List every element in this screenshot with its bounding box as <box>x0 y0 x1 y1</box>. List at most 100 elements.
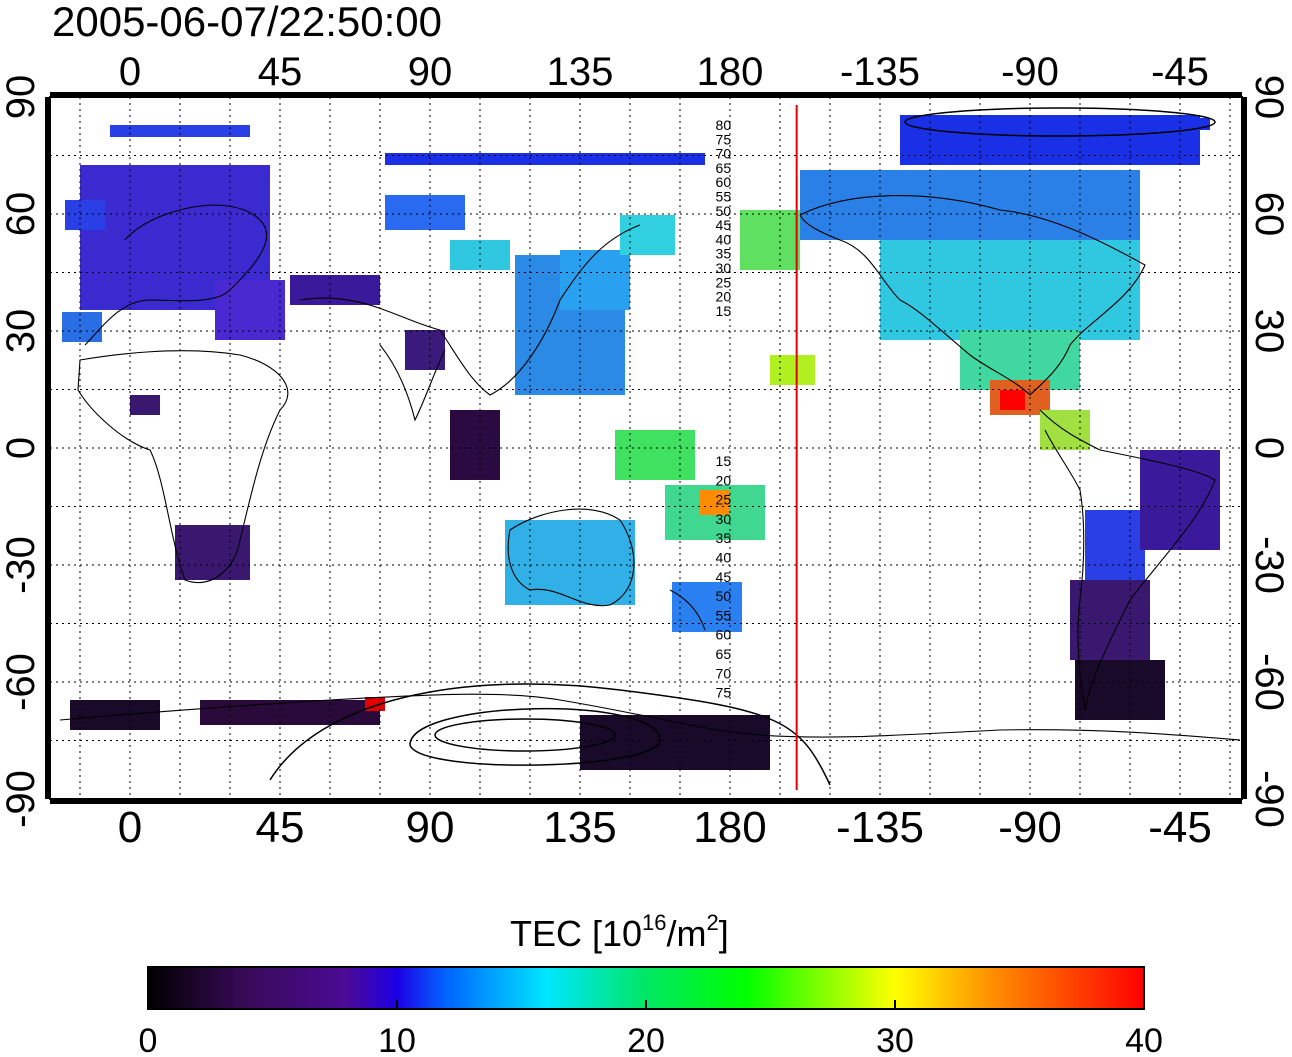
lon-tick-label-top: -135 <box>840 50 920 94</box>
tec-region-indonesia <box>450 410 500 480</box>
contour-label-north: 35 <box>716 246 732 262</box>
map-frame-top-band <box>50 92 1242 97</box>
colorbar-title-prefix: TEC [10 <box>510 913 642 954</box>
tec-data-cells <box>62 115 1220 770</box>
tec-region-siberia <box>385 195 465 230</box>
lat-tick-label-right: -60 <box>1247 653 1291 711</box>
colorbar-title-exponent: 16 <box>642 910 666 935</box>
colorbar-tick-label: 0 <box>139 1022 158 1057</box>
coast-europe <box>84 204 268 346</box>
tec-map: 8075706560555045403530252015152025303540… <box>45 92 1247 804</box>
colorbar-tick-label: 40 <box>1125 1022 1163 1057</box>
lat-tick-label-right: 30 <box>1247 309 1291 354</box>
contour-label-north: 75 <box>716 131 732 147</box>
contour-label-south: 15 <box>716 453 732 469</box>
contour-south-75 <box>269 683 831 786</box>
lon-tick-label-bottom: -45 <box>1148 803 1212 852</box>
tec-region-antarctica-2 <box>200 700 380 725</box>
colorbar-title-unit: /m <box>667 913 707 954</box>
tec-region-hawaii <box>770 355 815 385</box>
lat-tick-label-left: -60 <box>0 653 43 711</box>
tec-region-patagonia <box>1075 660 1165 720</box>
tec-region-antarctica-east <box>580 715 770 770</box>
lon-tick-label-bottom: 135 <box>543 803 616 852</box>
lon-tick-label-top: -90 <box>1001 50 1059 94</box>
lat-tick-label-left: 90 <box>0 75 43 120</box>
lat-tick-label-right: -30 <box>1247 536 1291 594</box>
tec-region-turkey <box>215 280 285 340</box>
coast-south-america <box>1039 409 1216 711</box>
tec-region-canada <box>800 170 1140 240</box>
tec-strip-arctic-1 <box>110 125 250 137</box>
map-grid <box>50 97 1242 799</box>
tec-strip-arctic-2 <box>385 153 705 165</box>
contour-label-north: 50 <box>716 203 732 219</box>
coast-new-zealand <box>669 589 706 631</box>
contour-north-80 <box>904 107 1216 137</box>
lat-axis-left: 90 60 30 0 -30 -60 -90 <box>0 75 43 828</box>
contour-label-north: 40 <box>716 231 732 247</box>
tec-hotspot-fiji <box>700 490 730 515</box>
coast-australia <box>507 508 635 607</box>
tec-region-japan <box>560 250 630 310</box>
lon-tick-label-bottom: 0 <box>118 803 142 852</box>
lat-axis-right: 90 60 30 0 -30 -60 -90 <box>1247 75 1291 828</box>
tec-region-kamchatka <box>620 215 675 255</box>
contour-label-north: 25 <box>716 274 732 290</box>
lat-tick-label-left: -30 <box>0 536 43 594</box>
lon-tick-label-bottom: 90 <box>406 803 455 852</box>
lat-tick-label-right: 0 <box>1247 437 1291 459</box>
magnetic-contours <box>269 107 1216 786</box>
lat-tick-label-left: 60 <box>0 192 43 237</box>
coast-asia <box>299 224 641 396</box>
contour-label-north: 55 <box>716 189 732 205</box>
tec-hotspot-mexico-peak <box>1000 390 1025 410</box>
colorbar-tick-label: 20 <box>627 1022 665 1057</box>
lon-tick-label-bottom: 180 <box>693 803 766 852</box>
tec-region-usa <box>880 240 1140 340</box>
lon-tick-label-top: 135 <box>547 50 614 94</box>
tec-region-europe-west <box>65 200 105 230</box>
lat-tick-label-left: 0 <box>0 437 43 459</box>
contour-label-south: 75 <box>716 685 732 701</box>
lon-tick-label-top: 45 <box>258 50 303 94</box>
contour-label-north: 30 <box>716 260 732 276</box>
lat-tick-label-right: 60 <box>1247 192 1291 237</box>
colorbar-tick-label: 10 <box>378 1022 416 1057</box>
tec-region-iberia <box>62 312 102 342</box>
map-title: 2005-06-07/22:50:00 <box>52 0 442 45</box>
colorbar-tick-label: 30 <box>876 1022 914 1057</box>
contour-label-south: 35 <box>716 530 732 546</box>
contour-label-south: 60 <box>716 627 732 643</box>
colorbar-ticks: 0 10 20 30 40 <box>139 1000 1163 1057</box>
colorbar-title-exponent-2: 2 <box>707 910 719 935</box>
map-frame-right-band <box>1242 97 1247 799</box>
tec-region-argentina <box>1070 580 1150 660</box>
tec-region-australia <box>505 520 635 605</box>
contour-label-north: 70 <box>716 146 732 162</box>
lat-tick-label-right: 90 <box>1247 75 1291 120</box>
lon-tick-label-top: 0 <box>119 50 141 94</box>
lon-tick-label-top: 90 <box>408 50 453 94</box>
contour-label-south: 70 <box>716 665 732 681</box>
contour-label-south: 50 <box>716 588 732 604</box>
tec-region-bering <box>740 210 800 270</box>
map-frame-left-band <box>45 97 50 799</box>
contour-label-north: 80 <box>716 117 732 133</box>
contour-south-78 <box>409 707 661 766</box>
lon-tick-label-bottom: 45 <box>256 803 305 852</box>
contour-label-south: 65 <box>716 646 732 662</box>
contour-label-north: 60 <box>716 174 732 190</box>
coastlines <box>59 195 1241 741</box>
colorbar-title-suffix: ] <box>719 913 729 954</box>
colorbar-title: TEC [1016/m2] <box>510 910 729 954</box>
tec-region-west-africa <box>130 395 160 415</box>
coast-africa <box>77 350 289 584</box>
contour-label-south: 25 <box>716 492 732 508</box>
lon-tick-label-bottom: -90 <box>998 803 1062 852</box>
lat-tick-label-left: -90 <box>0 770 43 828</box>
contour-label-south: 55 <box>716 607 732 623</box>
contour-labels: 8075706560555045403530252015152025303540… <box>716 117 732 701</box>
contour-label-north: 15 <box>716 303 732 319</box>
